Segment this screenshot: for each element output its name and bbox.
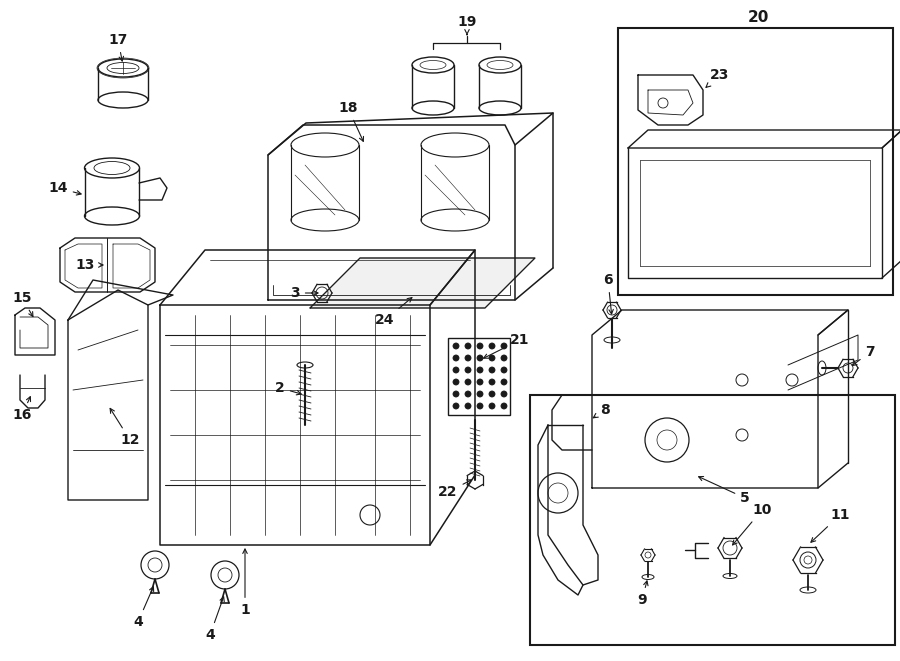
Polygon shape [310, 258, 535, 308]
Bar [530, 395, 895, 645]
Circle shape [501, 343, 507, 349]
Text: 10: 10 [733, 503, 771, 545]
Circle shape [489, 379, 495, 385]
Circle shape [453, 343, 459, 349]
Text: 5: 5 [698, 477, 750, 505]
Circle shape [453, 355, 459, 361]
Circle shape [465, 403, 471, 409]
Circle shape [501, 355, 507, 361]
Text: 4: 4 [133, 587, 154, 629]
Circle shape [477, 391, 483, 397]
Circle shape [489, 403, 495, 409]
Text: 20: 20 [747, 11, 769, 26]
Text: 13: 13 [76, 258, 103, 272]
Text: 1: 1 [240, 549, 250, 617]
Circle shape [477, 343, 483, 349]
Circle shape [501, 367, 507, 373]
Text: 6: 6 [603, 273, 613, 314]
Text: 14: 14 [49, 181, 81, 195]
Text: 21: 21 [483, 333, 530, 358]
Circle shape [489, 355, 495, 361]
Circle shape [477, 367, 483, 373]
Text: 19: 19 [457, 15, 477, 34]
Circle shape [465, 355, 471, 361]
Circle shape [453, 391, 459, 397]
Text: 3: 3 [290, 286, 318, 300]
Text: 12: 12 [110, 408, 140, 447]
Bar [448, 338, 510, 415]
Text: 2: 2 [275, 381, 302, 395]
Circle shape [489, 367, 495, 373]
Circle shape [501, 403, 507, 409]
Text: 16: 16 [13, 397, 32, 422]
Text: 8: 8 [593, 403, 610, 418]
Circle shape [501, 391, 507, 397]
Circle shape [465, 343, 471, 349]
Text: 24: 24 [375, 297, 412, 327]
Text: 11: 11 [811, 508, 850, 542]
Text: 23: 23 [706, 68, 730, 87]
Text: 22: 22 [438, 480, 472, 499]
Text: 15: 15 [13, 291, 33, 317]
Circle shape [489, 391, 495, 397]
Circle shape [465, 379, 471, 385]
Circle shape [453, 367, 459, 373]
Text: 4: 4 [205, 597, 224, 642]
Text: 17: 17 [108, 33, 128, 61]
Circle shape [501, 379, 507, 385]
Bar [618, 28, 893, 295]
Circle shape [489, 343, 495, 349]
Text: 18: 18 [338, 101, 364, 141]
Circle shape [477, 403, 483, 409]
Circle shape [453, 379, 459, 385]
Circle shape [465, 367, 471, 373]
Circle shape [465, 391, 471, 397]
Text: 7: 7 [852, 345, 875, 366]
Circle shape [477, 379, 483, 385]
Circle shape [477, 355, 483, 361]
Text: 9: 9 [637, 581, 648, 607]
Circle shape [453, 403, 459, 409]
